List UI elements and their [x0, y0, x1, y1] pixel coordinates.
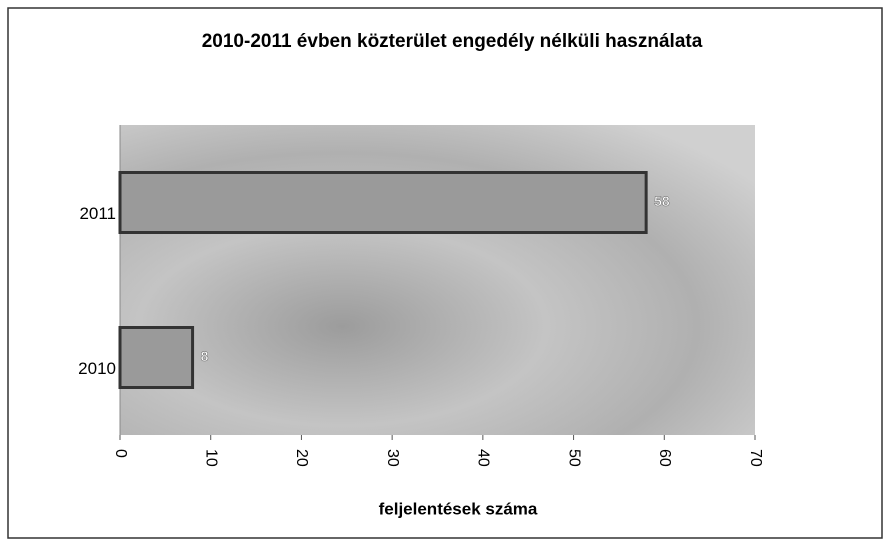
- x-tick-label: 20: [293, 449, 310, 467]
- frame: [7, 7, 883, 539]
- bar: [118, 171, 648, 234]
- y-tick-label: 2011: [79, 204, 116, 223]
- y-tick-label: 2010: [78, 359, 116, 378]
- x-tick-label: 0: [112, 449, 129, 458]
- data-label: 8: [201, 348, 209, 364]
- x-tick-label: 40: [475, 449, 492, 467]
- chart-title: 2010-2011 évben közterület engedély nélk…: [202, 31, 703, 52]
- bar: [118, 326, 195, 389]
- data-label: 58: [654, 193, 670, 209]
- x-tick-label: 10: [202, 449, 219, 467]
- x-tick-label: 60: [656, 449, 673, 467]
- x-tick-label: 70: [747, 449, 764, 467]
- x-tick-label: 50: [565, 449, 582, 467]
- x-axis-title: feljelentések száma: [379, 499, 538, 518]
- x-tick-label: 30: [384, 449, 401, 467]
